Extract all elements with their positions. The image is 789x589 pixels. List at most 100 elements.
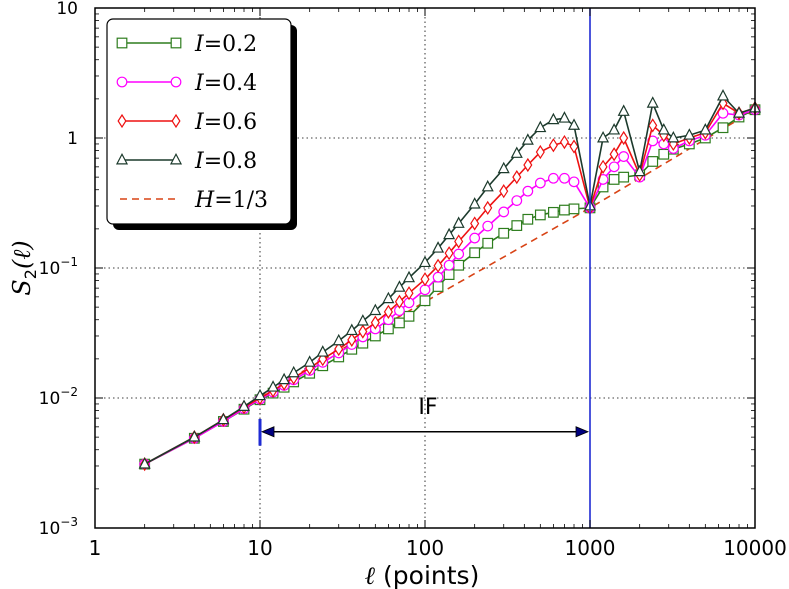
data-point <box>658 148 670 160</box>
data-point <box>217 412 230 425</box>
data-point <box>683 128 696 140</box>
data-point <box>443 227 456 240</box>
arrow-head-left <box>260 426 275 438</box>
data-point <box>443 269 455 280</box>
data-point <box>420 272 430 287</box>
data-point <box>534 177 546 189</box>
legend-marker <box>115 152 129 165</box>
legend-marker <box>169 152 183 165</box>
data-point <box>278 372 291 385</box>
legend-entries: I=0.2 I=0.4 I=0.6 I=0.8 H=1/3 <box>115 32 268 213</box>
data-point <box>468 197 481 209</box>
data-point <box>534 120 547 133</box>
data-point <box>646 96 659 108</box>
legend-marker <box>170 76 182 88</box>
data-point <box>568 176 580 188</box>
if-label: IF <box>418 395 437 420</box>
data-point <box>608 161 620 173</box>
data-point <box>648 118 658 133</box>
y-tick-label: 10−3 <box>39 515 78 539</box>
data-point <box>534 209 546 221</box>
legend-marker <box>116 76 128 88</box>
data-point <box>316 345 329 357</box>
data-point <box>432 241 445 253</box>
data-point <box>267 380 280 392</box>
y-tick-label: 10−2 <box>39 385 78 409</box>
data-point <box>452 216 465 228</box>
data-point <box>559 204 570 216</box>
data-point <box>453 259 465 271</box>
x-tick-label: 1 <box>89 536 102 560</box>
data-point <box>138 457 151 469</box>
legend-label: I=0.6 <box>194 110 257 135</box>
data-point <box>287 365 300 378</box>
data-point <box>418 255 432 268</box>
data-point <box>454 234 464 249</box>
data-point <box>382 291 395 304</box>
data-point <box>699 123 712 135</box>
data-point <box>667 130 680 143</box>
data-point <box>470 216 480 231</box>
data-point <box>419 284 431 296</box>
legend: I=0.2 I=0.4 I=0.6 I=0.8 H=1/3 <box>106 18 297 230</box>
data-point <box>383 304 393 319</box>
data-point <box>568 203 580 215</box>
data-point <box>345 323 358 336</box>
data-point <box>303 355 316 367</box>
data-point <box>404 286 414 301</box>
y-tick-label: 1 <box>67 129 78 149</box>
legend-box <box>106 18 292 225</box>
data-point <box>433 258 443 273</box>
y-tick-label: 10 <box>56 0 78 19</box>
data-point <box>657 123 670 135</box>
data-point <box>559 172 570 184</box>
series-layer <box>138 89 762 472</box>
data-point <box>619 130 629 146</box>
x-tick-label: 10 <box>247 536 272 560</box>
data-point <box>522 213 534 225</box>
data-point <box>609 147 619 162</box>
data-point <box>647 156 659 167</box>
data-point <box>521 133 534 145</box>
data-point <box>394 317 405 329</box>
data-point <box>370 315 380 330</box>
x-tick-label: 1000 <box>565 536 616 560</box>
data-point <box>617 104 630 116</box>
data-point <box>732 106 746 118</box>
legend-entry-5: H=1/3 <box>120 188 268 213</box>
data-point <box>498 206 510 218</box>
data-point <box>558 111 571 123</box>
data-point <box>419 295 431 307</box>
x-tick-label: 100 <box>406 536 444 560</box>
data-point <box>237 399 251 411</box>
legend-marker <box>116 37 128 49</box>
x-tick-label: 10000 <box>723 536 787 560</box>
data-point <box>444 246 454 261</box>
data-point <box>482 220 494 232</box>
data-point <box>547 172 559 184</box>
legend-marker <box>171 113 181 129</box>
legend-marker <box>117 113 127 129</box>
data-point <box>633 164 646 177</box>
data-point <box>608 123 621 135</box>
data-point <box>347 332 357 347</box>
x-axis-label: ℓ (points) <box>365 561 480 589</box>
data-point <box>188 430 201 442</box>
data-point <box>535 144 545 160</box>
data-point <box>443 259 455 271</box>
data-point <box>567 118 581 130</box>
data-point <box>597 130 610 143</box>
data-point <box>394 294 404 309</box>
data-point <box>608 174 620 185</box>
data-point <box>432 281 444 292</box>
legend-entry-4: I=0.8 <box>115 149 257 174</box>
data-point <box>334 341 344 357</box>
legend-label: I=0.4 <box>194 71 257 96</box>
data-point <box>569 139 579 154</box>
annotation-layer <box>258 8 591 528</box>
data-point <box>522 185 534 197</box>
data-point <box>497 161 510 174</box>
legend-label: H=1/3 <box>194 188 268 213</box>
legend-entry-3: I=0.6 <box>117 110 257 135</box>
axis-ticks: 1 10 100 1000 10000 10−3 10−2 10−1 1 10 <box>39 0 787 560</box>
